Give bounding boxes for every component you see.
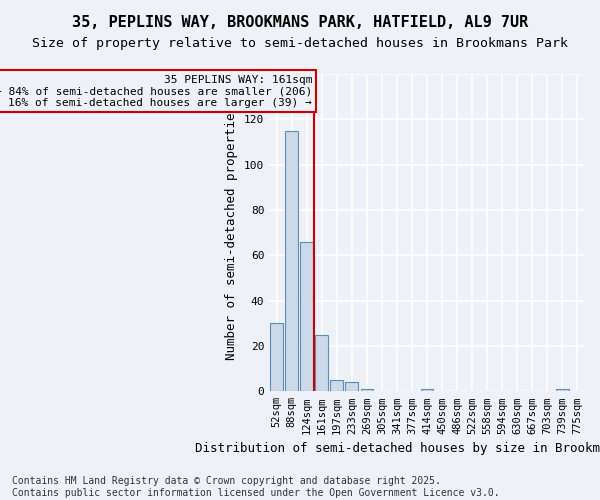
Bar: [331, 380, 343, 392]
Bar: [286, 130, 298, 392]
Text: Size of property relative to semi-detached houses in Brookmans Park: Size of property relative to semi-detach…: [32, 38, 568, 51]
Bar: [316, 334, 328, 392]
Bar: [556, 389, 569, 392]
X-axis label: Distribution of semi-detached houses by size in Brookmans Park: Distribution of semi-detached houses by …: [194, 442, 600, 455]
Bar: [421, 389, 433, 392]
Text: Contains HM Land Registry data © Crown copyright and database right 2025.
Contai: Contains HM Land Registry data © Crown c…: [12, 476, 500, 498]
Bar: [346, 382, 358, 392]
Text: 35 PEPLINS WAY: 161sqm
← 84% of semi-detached houses are smaller (206)
16% of se: 35 PEPLINS WAY: 161sqm ← 84% of semi-det…: [0, 74, 312, 108]
Bar: [361, 389, 373, 392]
Y-axis label: Number of semi-detached properties: Number of semi-detached properties: [226, 105, 238, 360]
Text: 35, PEPLINS WAY, BROOKMANS PARK, HATFIELD, AL9 7UR: 35, PEPLINS WAY, BROOKMANS PARK, HATFIEL…: [72, 15, 528, 30]
Bar: [301, 242, 313, 392]
Bar: [270, 324, 283, 392]
